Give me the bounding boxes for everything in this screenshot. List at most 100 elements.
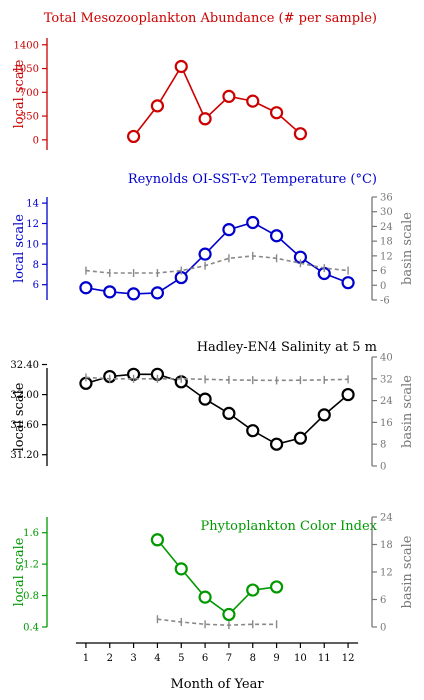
local-series-point (317, 408, 331, 422)
left-axis-title: local scale (12, 382, 27, 451)
local-series-point (341, 387, 355, 402)
local-series-point (103, 285, 117, 299)
right-tick-label: 36 (380, 193, 393, 204)
left-tick-label: 14 (26, 199, 39, 210)
local-series-point (246, 583, 260, 597)
left-tick-label: 8 (33, 260, 39, 271)
local-series-point (174, 59, 188, 74)
left-tick-label: 0.8 (23, 591, 39, 602)
x-tick-label: 4 (154, 653, 160, 664)
local-series-point (293, 431, 308, 445)
local-series-point (246, 94, 260, 108)
local-series-point (198, 247, 212, 261)
right-tick-label: 0 (380, 623, 386, 634)
x-tick-label: 6 (202, 653, 208, 664)
local-series-point (269, 229, 284, 243)
x-tick-label: 10 (294, 653, 307, 664)
right-axis-title: basin scale (400, 375, 415, 448)
right-tick-label: 0 (380, 281, 386, 292)
right-tick-label: 24 (380, 222, 393, 233)
local-series-point (126, 287, 141, 301)
local-series-point (269, 580, 284, 594)
basin-series-line (85, 255, 349, 274)
x-tick-label: 9 (273, 653, 279, 664)
panel-1: Total Mesozooplankton Abundance (# per s… (12, 11, 377, 150)
panel-2: Reynolds OI-SST-v2 Temperature (°C) 6 8 10 1… (12, 172, 415, 307)
left-axis-title: local scale (12, 537, 27, 606)
right-tick-label: 6 (380, 595, 386, 606)
left-tick-label: 1050 (14, 64, 39, 75)
left-tick-label: 32.00 (10, 390, 39, 401)
left-tick-label: 0.4 (23, 623, 39, 634)
local-series-point (126, 129, 141, 144)
local-series-point (222, 406, 236, 420)
local-series-point (198, 112, 212, 126)
x-axis-title: Month of Year (170, 677, 264, 692)
local-series-line (85, 221, 349, 295)
local-series-point (341, 276, 355, 290)
right-tick-label: 12 (380, 568, 393, 579)
panel-title: Reynolds OI-SST-v2 Temperature (°C) (128, 172, 377, 187)
panel-title: Hadley-EN4 Salinity at 5 m (197, 340, 377, 355)
right-axis-title: basin scale (400, 212, 415, 285)
x-tick-label: 12 (342, 653, 355, 664)
x-tick-label: 11 (318, 653, 331, 664)
right-tick-label: 16 (380, 418, 393, 429)
local-series-line (85, 373, 349, 446)
left-tick-label: 6 (33, 280, 39, 291)
right-tick-label: 40 (380, 353, 393, 364)
local-series-point (150, 99, 165, 113)
panel-title: Total Mesozooplankton Abundance (# per s… (44, 11, 377, 26)
left-tick-label: 1400 (14, 40, 39, 51)
basin-series-line (157, 618, 277, 627)
x-tick-label: 7 (226, 653, 232, 664)
left-tick-label: 10 (26, 239, 39, 250)
local-series-point (246, 424, 260, 438)
left-tick-label: 700 (20, 88, 39, 99)
right-tick-label: 18 (380, 237, 393, 248)
right-axis-title: basin scale (400, 535, 415, 608)
right-tick-label: 24 (380, 396, 393, 407)
left-axis-title: local scale (12, 214, 27, 283)
right-tick-label: -6 (380, 296, 390, 307)
left-tick-label: 31.60 (10, 420, 39, 431)
right-tick-label: 18 (380, 540, 393, 551)
local-series-point (293, 127, 308, 141)
panel-3: Hadley-EN4 Salinity at 5 m 31.20 31.60 32.0… (10, 340, 415, 473)
x-tick-label: 2 (107, 653, 113, 664)
local-series-point (198, 392, 212, 406)
x-tick-label: 5 (178, 653, 184, 664)
left-tick-label: 12 (26, 219, 39, 230)
left-tick-label: 32.40 (10, 360, 39, 371)
right-tick-label: 12 (380, 251, 393, 262)
local-series-point (246, 215, 260, 230)
right-tick-label: 6 (380, 266, 386, 277)
basin-series-line (85, 376, 349, 382)
left-tick-label: 1.6 (23, 528, 39, 539)
local-series-point (222, 607, 236, 622)
right-tick-label: 24 (380, 513, 393, 524)
local-series-point (150, 286, 165, 300)
left-tick-label: 31.20 (10, 450, 39, 461)
x-tick-label: 1 (83, 653, 89, 664)
panel-title: Phytoplankton Color Index (200, 519, 377, 534)
left-tick-label: 1.2 (23, 560, 39, 571)
local-series-point (222, 223, 236, 237)
left-axis-title: local scale (12, 59, 27, 128)
left-tick-label: 350 (20, 112, 39, 123)
local-series-point (269, 106, 284, 120)
local-series-point (79, 281, 93, 295)
right-tick-label: 0 (380, 462, 386, 473)
left-tick-label: 0 (33, 135, 39, 146)
local-series-point (150, 533, 165, 547)
right-tick-label: 30 (380, 207, 393, 218)
x-tick-label: 3 (130, 653, 136, 664)
local-series-point (269, 437, 284, 451)
local-series-line (156, 539, 277, 616)
local-series-point (222, 89, 236, 103)
right-tick-label: 8 (380, 440, 386, 451)
local-series-point (174, 562, 188, 576)
local-series-point (198, 590, 212, 604)
